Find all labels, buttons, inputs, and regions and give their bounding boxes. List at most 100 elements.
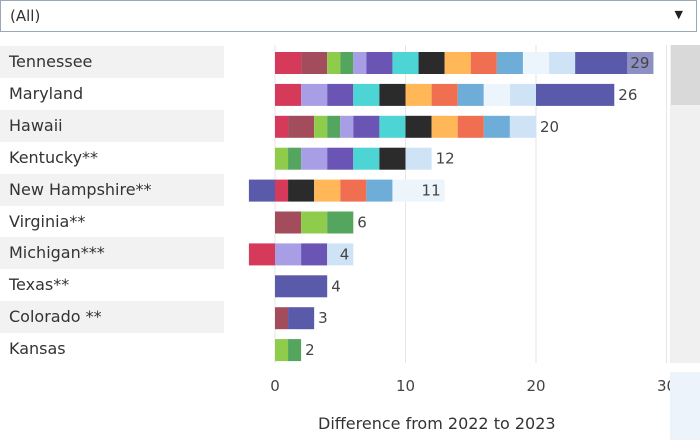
category-label[interactable]: Tennessee — [9, 52, 93, 71]
bar-segment[interactable] — [392, 179, 419, 202]
category-label[interactable]: Texas** — [9, 275, 70, 295]
total-data-label: 26 — [618, 86, 637, 104]
category-label[interactable]: Michigan*** — [9, 243, 105, 263]
scroll-corner — [670, 372, 700, 440]
bar-segment[interactable] — [366, 179, 393, 202]
bar-segment[interactable] — [288, 339, 302, 362]
bar-segment[interactable] — [327, 243, 354, 266]
row-band — [0, 109, 224, 142]
category-label[interactable]: New Hampshire** — [9, 179, 152, 199]
category-label[interactable]: Virginia** — [9, 211, 86, 231]
bar-segment[interactable] — [431, 83, 458, 106]
total-data-label: 3 — [318, 309, 328, 327]
category-label[interactable]: Hawaii — [9, 115, 63, 135]
bar-segment[interactable] — [340, 52, 354, 74]
filter-dropdown[interactable]: (All) ▼ — [0, 0, 697, 32]
bar-segment[interactable] — [483, 115, 510, 138]
bar-segment[interactable] — [353, 52, 367, 74]
bar-segment[interactable] — [314, 115, 328, 138]
bar-segment[interactable] — [405, 115, 432, 138]
bar-segment[interactable] — [379, 83, 406, 106]
bar-segment[interactable] — [248, 243, 275, 266]
bar-segment[interactable] — [275, 275, 328, 298]
bar-segment[interactable] — [353, 83, 380, 106]
bar-segment[interactable] — [418, 52, 445, 74]
bar-segment[interactable] — [627, 52, 654, 74]
total-data-label: 4 — [331, 277, 341, 295]
bar-segment[interactable] — [405, 147, 432, 170]
bar-segment[interactable] — [392, 52, 419, 74]
bar-segment[interactable] — [301, 52, 328, 74]
bar-segment[interactable] — [379, 115, 406, 138]
bar-segment[interactable] — [288, 115, 315, 138]
bar-segment[interactable] — [275, 147, 289, 170]
bar-segment[interactable] — [431, 115, 458, 138]
bar-segment[interactable] — [275, 179, 289, 202]
bar-segment[interactable] — [327, 83, 354, 106]
bar-segment[interactable] — [353, 115, 380, 138]
bar-segment[interactable] — [405, 83, 432, 106]
bar-segment[interactable] — [444, 52, 471, 74]
bar-segment[interactable] — [314, 179, 341, 202]
bar-segment[interactable] — [301, 147, 328, 170]
bar-segment[interactable] — [275, 211, 302, 234]
bar-segment[interactable] — [509, 115, 536, 138]
bar-segment[interactable] — [366, 52, 393, 74]
total-data-label: 4 — [340, 245, 350, 263]
row-band — [0, 46, 224, 78]
bar-segment[interactable] — [340, 115, 354, 138]
total-data-label: 20 — [540, 118, 559, 136]
bar-segment[interactable] — [536, 83, 615, 106]
bar-segment[interactable] — [483, 83, 510, 106]
row-band — [0, 173, 224, 206]
category-label[interactable]: Kansas — [9, 339, 66, 359]
bar-segment[interactable] — [275, 307, 289, 330]
x-tick-label: 10 — [396, 377, 415, 395]
bar-segment[interactable] — [288, 179, 315, 202]
total-data-label: 6 — [357, 214, 367, 232]
bar-segment[interactable] — [457, 83, 484, 106]
bar-segment[interactable] — [522, 52, 550, 74]
category-label[interactable]: Maryland — [9, 83, 84, 103]
x-tick-label: 20 — [526, 377, 545, 395]
bar-segment[interactable] — [496, 52, 523, 74]
total-data-label: 12 — [436, 150, 455, 168]
bar-segment[interactable] — [418, 179, 445, 202]
bar-segment[interactable] — [457, 115, 484, 138]
filter-value: (All) — [10, 7, 41, 25]
total-data-label: 2 — [305, 341, 315, 359]
bar-segment[interactable] — [275, 243, 302, 266]
bar-segment[interactable] — [470, 52, 497, 74]
bar-segment[interactable] — [301, 243, 328, 266]
total-data-label: 11 — [422, 182, 441, 200]
bar-segment[interactable] — [288, 307, 315, 330]
bar-segment[interactable] — [275, 52, 302, 74]
total-data-label: 29 — [630, 54, 649, 72]
bar-segment[interactable] — [549, 52, 576, 74]
bar-segment[interactable] — [248, 179, 275, 202]
bar-segment[interactable] — [288, 147, 302, 170]
bar-segment[interactable] — [379, 147, 406, 170]
bar-segment[interactable] — [353, 147, 380, 170]
row-band — [0, 301, 224, 334]
bar-segment[interactable] — [340, 179, 367, 202]
bar-segment[interactable] — [575, 52, 628, 74]
x-tick-label: 0 — [270, 377, 280, 395]
bar-segment[interactable] — [327, 147, 354, 170]
x-axis-title: Difference from 2022 to 2023 — [318, 414, 556, 433]
category-label[interactable]: Kentucky** — [9, 147, 99, 167]
bar-segment[interactable] — [275, 339, 289, 362]
bar-segment[interactable] — [275, 83, 302, 106]
bar-segment[interactable] — [327, 52, 341, 74]
bar-segment[interactable] — [301, 211, 328, 234]
bar-segment[interactable] — [275, 115, 289, 138]
chevron-down-icon[interactable]: ▼ — [674, 8, 683, 21]
scrollbar-thumb[interactable] — [671, 45, 700, 105]
bar-segment[interactable] — [509, 83, 536, 106]
category-label[interactable]: Colorado ** — [9, 307, 102, 327]
bar-segment[interactable] — [327, 211, 354, 234]
row-band — [0, 237, 224, 270]
bar-segment[interactable] — [327, 115, 341, 138]
bar-segment[interactable] — [301, 83, 328, 106]
